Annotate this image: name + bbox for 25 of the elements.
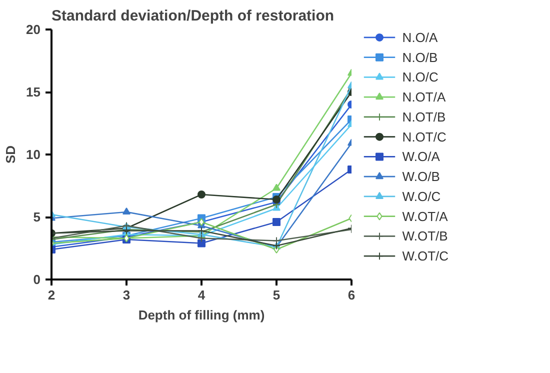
y-tick-label: 20 (26, 22, 41, 37)
y-tick-label: 15 (26, 84, 41, 100)
y-tick-label: 0 (33, 272, 41, 287)
legend-label: N.O/C (402, 70, 438, 85)
x-tick-label: 2 (48, 288, 56, 302)
x-tick-label: 4 (198, 288, 206, 302)
legend-label: W.OT/B (402, 228, 448, 244)
x-tick-label: 5 (272, 288, 280, 302)
legend-label: N.OT/C (402, 129, 446, 144)
legend-label: N.O/A (402, 30, 438, 45)
y-axis-title: SD (3, 145, 18, 164)
legend-label: W.O/A (402, 149, 440, 164)
legend-label: W.OT/C (402, 248, 449, 264)
x-tick-label: 3 (122, 288, 130, 302)
y-tick-label: 10 (26, 147, 41, 162)
legend-label: N.O/B (402, 50, 438, 65)
x-axis-title: Depth of filling (mm) (138, 308, 265, 322)
legend-label: W.O/B (402, 169, 440, 184)
chart-title: Standard deviation/Depth of restoration (52, 8, 334, 24)
legend-label: W.O/C (402, 188, 441, 204)
y-tick-label: 5 (33, 210, 41, 224)
legend-label: W.OT/A (402, 208, 448, 224)
legend-label: N.OT/B (402, 109, 446, 124)
x-tick-label: 6 (348, 288, 356, 302)
legend-label: N.OT/A (402, 90, 446, 105)
